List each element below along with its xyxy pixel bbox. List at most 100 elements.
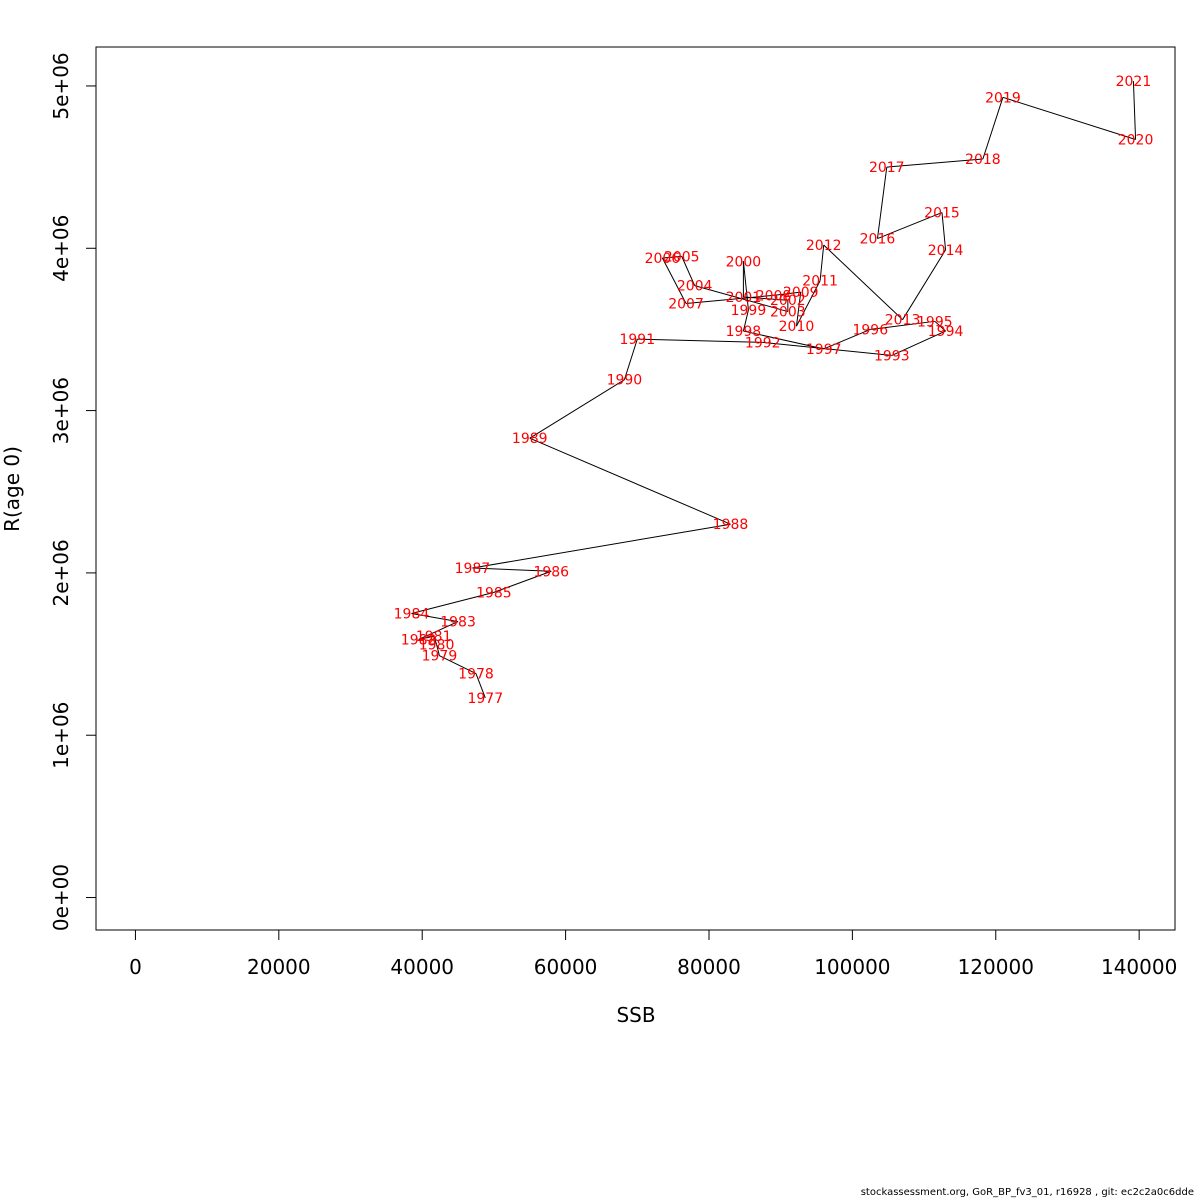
year-label: 1985 [476,585,512,601]
year-label: 2000 [726,254,762,270]
year-label: 1978 [458,667,494,683]
year-label: 1997 [806,342,842,358]
year-label: 2003 [770,305,806,321]
trajectory-segment [743,330,824,350]
year-label: 1993 [874,348,910,364]
trajectory-segment [661,257,687,304]
year-label: 1981 [416,629,452,645]
y-axis-title: R(age 0) [0,446,24,532]
year-label: 1992 [745,335,781,351]
x-axis-title: SSB [616,1003,655,1027]
x-tick-label: 40000 [390,955,454,979]
y-tick-label: 2e+06 [49,539,73,606]
y-tick-label: 3e+06 [49,377,73,444]
trajectory-segment [796,280,821,327]
trajectory-segment [876,167,888,239]
year-label: 2021 [1116,74,1152,90]
trajectory-segment [934,320,946,332]
trajectory-segment [418,635,434,640]
y-tick-label: 4e+06 [49,215,73,282]
year-label: 1979 [422,649,458,665]
year-label: 2007 [668,296,704,312]
trajectory-segment [1132,81,1137,140]
y-tick-label: 0e+00 [49,864,73,931]
trajectory-segment [795,292,802,327]
trajectory-segment [681,256,696,286]
x-tick-label: 100000 [814,955,890,979]
year-label: 1980 [419,637,455,653]
trajectory-segment [411,591,495,614]
x-tick-label: 80000 [677,955,741,979]
year-label: 1998 [726,324,762,340]
year-label: 1983 [440,615,476,631]
year-label: 1982 [401,632,437,648]
trajectory-segment [685,294,774,304]
year-label: 1986 [533,564,569,580]
footer-caption: stockassessment.org, GoR_BP_fv3_01, r169… [860,1187,1194,1198]
trajectory-segment [475,673,486,699]
y-tick-label: 5e+06 [49,52,73,119]
year-label: 2017 [869,160,905,176]
trajectory-segment [762,341,892,356]
year-label: 2006 [645,251,681,267]
trajectory-segment [411,612,459,623]
trajectory-segment [742,261,749,311]
trajectory-segment [418,621,459,640]
x-tick-label: 0 [129,955,142,979]
trajectory-segment [819,244,825,281]
trajectory-segment [433,636,438,645]
y-tick-label: 1e+06 [49,702,73,769]
trajectory-segment [902,249,947,320]
year-label: 2020 [1118,133,1154,149]
year-label: 1991 [619,332,655,348]
trajectory-segment [982,97,1004,160]
year-label: 2013 [885,313,921,329]
y-axis: 0e+00 1e+06 2e+06 3e+06 4e+06 5e+06 [49,52,97,931]
year-label: 1995 [917,314,953,330]
year-label: 2010 [779,319,815,335]
year-label: 2011 [802,274,838,290]
year-label: 1988 [713,517,749,533]
trajectory-segment [637,338,763,343]
year-label: 2009 [783,285,819,301]
year-label: 1977 [467,691,503,707]
x-tick-label: 60000 [534,955,598,979]
trajectory-segment [1002,96,1136,140]
year-label: 2015 [924,206,960,222]
year-label: 2004 [677,279,713,295]
trajectory-segment [941,212,947,250]
trajectory-segment [662,255,682,259]
year-label: 1994 [928,324,964,340]
trajectory-segment [870,320,935,330]
year-label: 1996 [852,322,888,338]
trajectory-lines [411,81,1137,699]
trajectory-segment [886,158,983,168]
trajectory-segment [529,437,731,525]
trajectory-segment [877,212,943,239]
year-label: 1987 [455,561,491,577]
trajectory-segment [891,330,946,356]
trajectory-segment [472,523,731,569]
trajectory-segment [623,339,638,380]
trajectory-segment [436,644,440,656]
year-label: 2016 [860,232,896,248]
trajectory-segment [823,244,903,321]
year-label: 1990 [607,373,643,389]
year-label: 1999 [731,303,767,319]
year-label: 2005 [664,249,700,265]
year-label: 1989 [512,431,548,447]
x-axis: 0 20000 40000 60000 80000 100000 120000 140000 [129,929,1177,979]
trajectory-segment [742,309,749,332]
year-label: 2002 [770,293,806,309]
year-label: 2008 [756,288,792,304]
year-label: 2014 [928,243,964,259]
plot-frame [95,46,1176,931]
trajectory-segment [472,567,552,572]
x-tick-label: 120000 [958,955,1034,979]
trajectory-segment [773,291,801,296]
year-label: 2019 [985,90,1021,106]
year-label: 2018 [965,152,1001,168]
x-tick-label: 20000 [247,955,311,979]
x-tick-label: 140000 [1101,955,1177,979]
